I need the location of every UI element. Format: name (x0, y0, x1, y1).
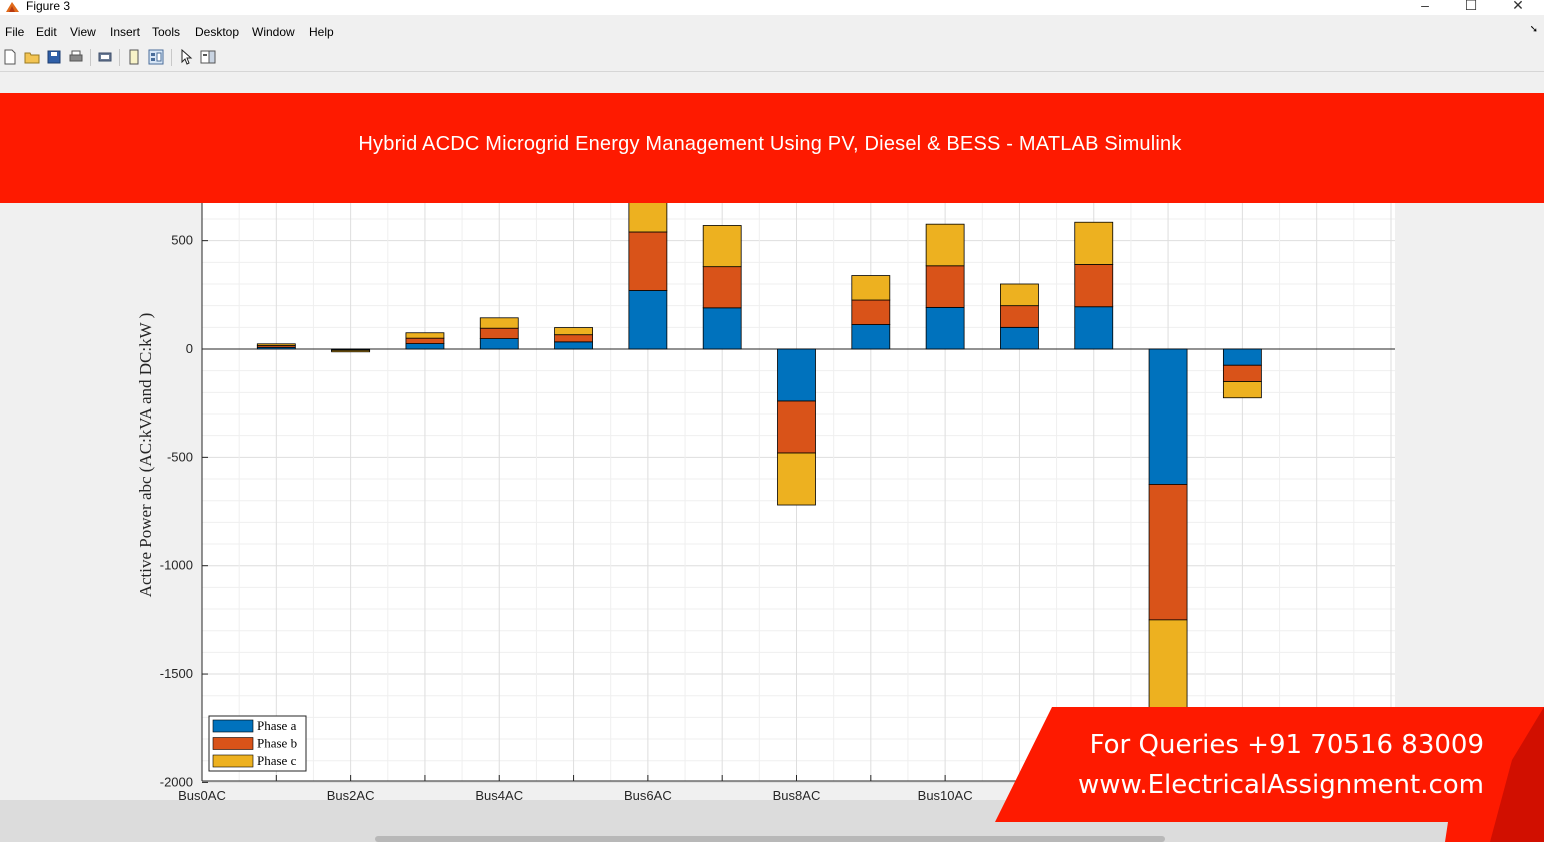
new-figure-icon[interactable] (2, 49, 18, 65)
bar-bus12ac-phase-b (1074, 264, 1114, 308)
bar-bus11ac-phase-a (1000, 326, 1039, 350)
bar-bus4ac-phase-b (479, 327, 519, 339)
open-icon[interactable] (24, 49, 40, 65)
figure-toolbar (0, 45, 1544, 72)
bar-bus14ac-phase-b (1222, 364, 1262, 382)
print-preview-icon[interactable] (97, 49, 113, 65)
menu-insert[interactable]: Insert (110, 25, 141, 39)
show-plot-tools-icon[interactable] (148, 49, 164, 65)
x-tick-label: Bus8AC (773, 788, 821, 803)
menu-tools[interactable]: Tools (152, 25, 181, 39)
menu-desktop[interactable]: Desktop (195, 25, 240, 39)
bar-bus13ac-phase-b (1148, 484, 1188, 621)
bar-bus14ac-phase-c (1222, 381, 1262, 399)
toolbar-separator (119, 49, 120, 66)
y-tick-label: -1500 (160, 666, 193, 681)
bar-bus8ac-phase-b (777, 400, 816, 454)
bar-bus8ac-phase-c (777, 452, 816, 506)
save-icon[interactable] (46, 49, 62, 65)
edit-plot-icon[interactable] (178, 49, 194, 65)
query-website-text: www.ElectricalAssignment.com (1077, 770, 1484, 800)
hide-plot-tools-icon[interactable] (126, 49, 142, 65)
minimize-button[interactable]: – (1421, 0, 1429, 13)
bar-bus5ac-phase-c (554, 327, 593, 336)
bar-bus8ac-phase-a (777, 348, 816, 402)
y-axis-label: Active Power abc (AC:kVA and DC:kW ) (136, 313, 155, 598)
bar-bus13ac-phase-a (1148, 348, 1188, 485)
title-banner: Hybrid ACDC Microgrid Energy Management … (0, 93, 1544, 203)
legend-swatch (212, 754, 254, 768)
print-icon[interactable] (68, 49, 84, 65)
menu-bar: File Edit View Insert Tools Desktop Wind… (0, 22, 1544, 44)
bar-bus11ac-phase-b (1000, 305, 1039, 328)
bar-bus4ac-phase-a (479, 338, 519, 350)
query-phone-text: For Queries +91 70516 83009 (1089, 730, 1484, 760)
bar-bus9ac-phase-b (851, 299, 891, 325)
window-title: Figure 3 (26, 0, 71, 13)
menu-view[interactable]: View (70, 25, 96, 39)
bar-bus1ac-phase-c (256, 343, 296, 346)
y-tick-label: -2000 (160, 774, 193, 789)
menu-edit[interactable]: Edit (36, 25, 57, 39)
plot-browser-icon[interactable] (200, 49, 216, 65)
bar-bus3ac-phase-a (405, 343, 445, 350)
bar-bus14ac-phase-a (1222, 348, 1262, 366)
bar-bus12ac-phase-c (1074, 221, 1114, 265)
horizontal-scrollbar[interactable] (375, 836, 1165, 842)
bar-bus11ac-phase-c (1000, 283, 1039, 307)
bar-bus10ac-phase-c (925, 223, 965, 267)
legend-swatch (212, 719, 254, 733)
bar-bus10ac-phase-b (925, 265, 965, 308)
banner-title: Hybrid ACDC Microgrid Energy Management … (358, 133, 1182, 155)
legend-swatch (212, 737, 254, 750)
y-tick-label: -500 (167, 449, 193, 464)
window-titlebar: Figure 3 – ☐ ✕ (0, 0, 1544, 15)
bar-bus6ac-phase-b (628, 231, 668, 291)
x-tick-label: Bus0AC (178, 788, 226, 803)
footer-strip (0, 800, 1544, 842)
bar-bus3ac-phase-c (405, 332, 445, 339)
y-tick-label: -1000 (160, 558, 193, 573)
bar-bus10ac-phase-a (925, 306, 965, 350)
legend-label: Phase b (257, 736, 297, 751)
bar-bus5ac-phase-a (554, 341, 593, 350)
menu-file[interactable]: File (5, 25, 25, 39)
legend-label: Phase a (257, 718, 297, 733)
bar-bus7ac-phase-c (702, 225, 742, 268)
dock-arrow-icon[interactable]: ➘ (1529, 24, 1538, 35)
bar-bus3ac-phase-b (405, 337, 445, 344)
bar-bus7ac-phase-a (702, 307, 742, 350)
bar-bus9ac-phase-c (851, 275, 891, 301)
x-tick-label: Bus2AC (327, 788, 375, 803)
legend-label: Phase c (257, 753, 297, 768)
bar-bus4ac-phase-c (479, 317, 519, 329)
matlab-logo-icon (6, 2, 19, 12)
x-tick-label: Bus4AC (475, 788, 523, 803)
x-tick-label: Bus6AC (624, 788, 672, 803)
maximize-button[interactable]: ☐ (1464, 0, 1478, 13)
bar-bus12ac-phase-a (1074, 306, 1114, 350)
bar-bus7ac-phase-b (702, 266, 742, 309)
toolbar-separator (171, 49, 172, 66)
bar-bus9ac-phase-a (851, 324, 891, 350)
x-tick-label: Bus10AC (918, 788, 973, 803)
y-tick-label: 500 (171, 233, 193, 248)
menu-help[interactable]: Help (309, 25, 334, 39)
toolbar-separator (90, 49, 91, 66)
bar-bus2ac-phase-c (331, 349, 371, 353)
y-tick-label: 0 (186, 341, 193, 356)
bar-bus6ac-phase-a (628, 290, 668, 350)
close-button[interactable]: ✕ (1512, 0, 1524, 13)
menu-window[interactable]: Window (252, 25, 295, 39)
bar-bus5ac-phase-b (554, 334, 593, 343)
